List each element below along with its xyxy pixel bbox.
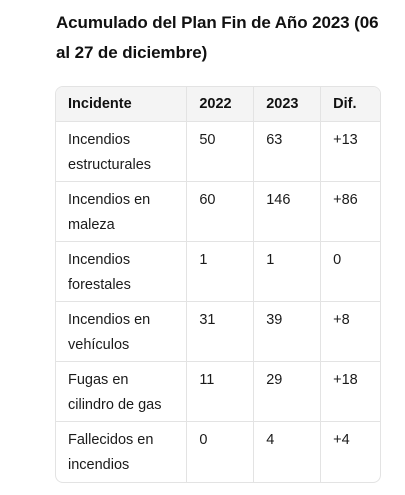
cell-2022: 1 bbox=[186, 241, 255, 302]
header-2023: 2023 bbox=[253, 87, 322, 122]
cell-2022: 31 bbox=[186, 301, 255, 362]
cell-dif: 0 bbox=[320, 241, 380, 302]
table-row: Incendios en vehículos 31 39 +8 bbox=[56, 301, 380, 362]
table-row: Incendios estructurales 50 63 +13 bbox=[56, 121, 380, 182]
cell-incidente: Incendios estructurales bbox=[56, 121, 188, 182]
cell-incidente: Fugas en cilindro de gas bbox=[56, 361, 188, 422]
cell-2022: 60 bbox=[186, 181, 255, 242]
data-table: Incidente 2022 2023 Dif. Incendios estru… bbox=[56, 87, 380, 482]
cell-2023: 1 bbox=[253, 241, 322, 302]
cell-dif: +18 bbox=[320, 361, 380, 422]
cell-dif: +13 bbox=[320, 121, 380, 182]
header-2022: 2022 bbox=[186, 87, 255, 122]
table-row: Incendios en maleza 60 146 +86 bbox=[56, 181, 380, 242]
cell-dif: +8 bbox=[320, 301, 380, 362]
table-row: Incendios forestales 1 1 0 bbox=[56, 241, 380, 302]
cell-2022: 11 bbox=[186, 361, 255, 422]
cell-2023: 146 bbox=[253, 181, 322, 242]
cell-2022: 0 bbox=[186, 421, 255, 482]
cell-2022: 50 bbox=[186, 121, 255, 182]
cell-2023: 63 bbox=[253, 121, 322, 182]
table-row: Fugas en cilindro de gas 11 29 +18 bbox=[56, 361, 380, 422]
cell-incidente: Incendios en vehículos bbox=[56, 301, 188, 362]
table-header-row: Incidente 2022 2023 Dif. bbox=[56, 87, 380, 122]
cell-incidente: Incendios forestales bbox=[56, 241, 188, 302]
table-row: Fallecidos en incendios 0 4 +4 bbox=[56, 421, 380, 482]
cell-2023: 39 bbox=[253, 301, 322, 362]
data-table-container: Incidente 2022 2023 Dif. Incendios estru… bbox=[55, 86, 381, 483]
header-dif: Dif. bbox=[320, 87, 380, 122]
cell-incidente: Fallecidos en incendios bbox=[56, 421, 188, 482]
cell-dif: +4 bbox=[333, 432, 350, 448]
page-title: Acumulado del Plan Fin de Año 2023 (06 a… bbox=[56, 13, 379, 62]
cell-2023: 29 bbox=[253, 361, 322, 422]
cell-incidente: Incendios en maleza bbox=[56, 181, 188, 242]
cell-2023: 4 bbox=[253, 421, 322, 482]
header-incidente: Incidente bbox=[56, 87, 188, 122]
cell-dif: +86 bbox=[320, 181, 380, 242]
